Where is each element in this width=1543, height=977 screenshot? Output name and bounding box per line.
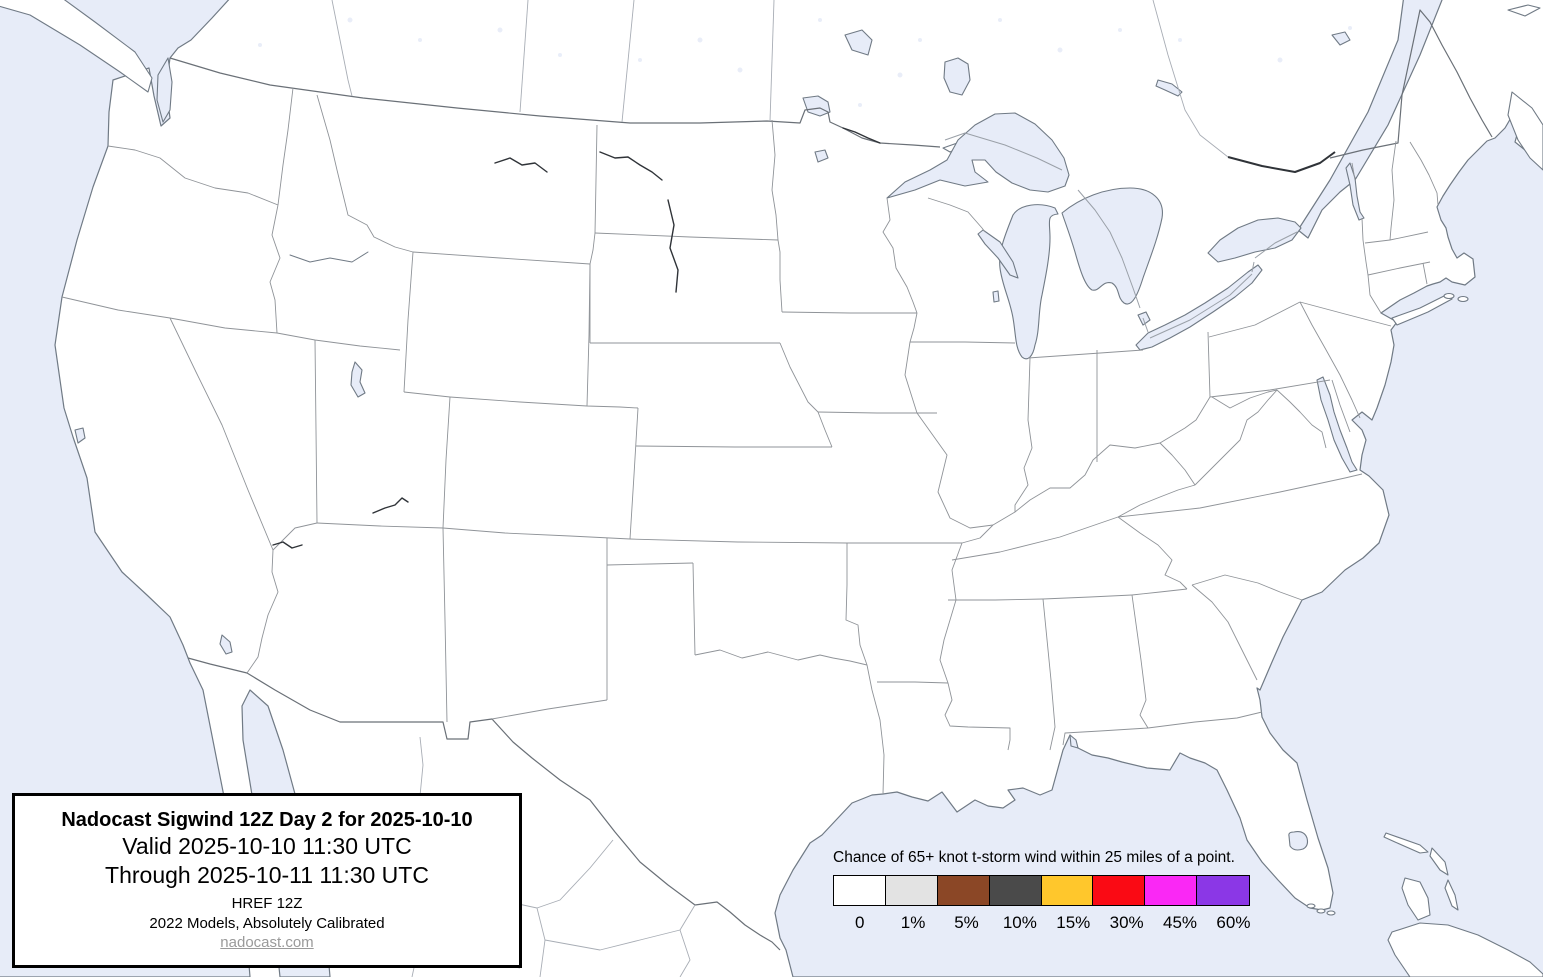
cuba xyxy=(1387,922,1543,977)
rivers xyxy=(272,127,881,549)
mobile-bay xyxy=(1069,734,1079,749)
legend-bin-label-45%: 45% xyxy=(1163,913,1198,932)
marthas-vineyard xyxy=(1443,292,1455,300)
small-lake-speckles xyxy=(258,17,1352,107)
long-island xyxy=(1391,293,1453,326)
anticosti-island xyxy=(1507,4,1541,17)
lake-superior xyxy=(886,112,1070,199)
state-borders xyxy=(61,87,1439,795)
ontario-quebec-border xyxy=(1152,0,1229,158)
lake-michigan xyxy=(999,204,1059,360)
legend-swatch-5% xyxy=(936,875,991,906)
rainy-river-chain xyxy=(842,127,881,144)
legend-label-row: 0 1% 5% 10% 15% 30% 45% 60% xyxy=(833,913,1260,933)
legend-bin-label-15%: 15% xyxy=(1056,913,1091,932)
forecast-title-box: Nadocast Sigwind 12Z Day 2 for 2025-10-1… xyxy=(12,793,522,968)
inland-lakes xyxy=(74,29,1365,851)
chesapeake-bay xyxy=(1316,376,1358,473)
forecast-calibration-line: 2022 Models, Absolutely Calibrated xyxy=(149,914,385,932)
legend-bin-label-60%: 60% xyxy=(1216,913,1251,932)
florida-keys xyxy=(1326,910,1336,916)
vancouver-island xyxy=(0,0,153,93)
us-mexico-border xyxy=(187,657,781,951)
lake-mead xyxy=(272,541,303,549)
legend-swatch-60% xyxy=(1196,875,1250,906)
saskatchewan-manitoba-border xyxy=(621,0,635,123)
green-bay xyxy=(977,229,1019,279)
lake-huron xyxy=(1061,187,1163,305)
lac-seul xyxy=(844,29,873,56)
legend-swatch-row xyxy=(833,875,1260,906)
legend-swatch-0 xyxy=(833,875,887,906)
andros-island xyxy=(1401,877,1431,921)
san-francisco-bay xyxy=(74,427,86,444)
legend-bin-label-1%: 1% xyxy=(900,913,926,932)
eleuthera-island xyxy=(1444,879,1459,911)
st-lawrence-ottawa-river xyxy=(1227,151,1336,173)
legend-title: Chance of 65+ knot t-storm wind within 2… xyxy=(833,849,1235,866)
great-salt-lake xyxy=(350,361,366,398)
legend-bin-label-10%: 10% xyxy=(1002,913,1037,932)
manitoba-ontario-border xyxy=(769,0,775,122)
lake-timiskaming xyxy=(1155,79,1183,97)
nantucket xyxy=(1457,295,1469,303)
lake-oahe xyxy=(667,199,679,293)
salton-sea xyxy=(219,634,233,655)
lake-champlain xyxy=(1345,162,1365,221)
lake-winnebago xyxy=(992,290,1000,303)
nova-scotia xyxy=(1507,91,1543,171)
legend-swatch-30% xyxy=(1092,875,1146,906)
lake-st-clair xyxy=(1137,311,1151,326)
snake-river xyxy=(289,251,369,263)
bc-alberta-border xyxy=(331,0,353,97)
grand-bahama xyxy=(1383,832,1429,854)
lake-powell xyxy=(372,497,409,514)
abaco-island xyxy=(1429,847,1449,876)
national-borders xyxy=(169,9,1493,951)
lake-nipigon xyxy=(943,57,971,96)
us-canada-border-east xyxy=(1329,9,1493,159)
lake-ontario xyxy=(1207,217,1302,263)
atlantic-gulf-ocean xyxy=(774,115,1543,977)
lake-of-the-woods xyxy=(802,95,831,117)
lake-okeechobee xyxy=(1288,831,1309,851)
florida-keys xyxy=(1306,903,1316,909)
probability-legend: Chance of 65+ knot t-storm wind within 2… xyxy=(833,849,1260,933)
lake-erie xyxy=(1135,264,1263,351)
fort-peck-lake xyxy=(494,157,548,173)
forecast-valid-line: Valid 2025-10-10 11:30 UTC xyxy=(122,833,412,860)
mille-lacs-lake xyxy=(814,149,829,163)
legend-swatch-45% xyxy=(1144,875,1198,906)
nadocast-website-link[interactable]: nadocast.com xyxy=(220,934,314,952)
us-canada-border-lakes xyxy=(944,132,1298,339)
forecast-title: Nadocast Sigwind 12Z Day 2 for 2025-10-1… xyxy=(61,808,473,831)
legend-swatch-15% xyxy=(1040,875,1094,906)
legend-swatch-10% xyxy=(988,875,1043,906)
us-canada-border xyxy=(169,57,941,148)
st-lawrence-estuary xyxy=(1297,0,1443,239)
puget-sound xyxy=(156,57,173,123)
forecast-model-line: HREF 12Z xyxy=(231,894,303,912)
forecast-through-line: Through 2025-10-11 11:30 UTC xyxy=(105,862,429,888)
legend-swatch-1% xyxy=(884,875,939,906)
lake-st-john xyxy=(1331,31,1351,46)
lake-sakakawea xyxy=(599,151,663,181)
florida-keys xyxy=(1316,908,1326,914)
alberta-saskatchewan-border xyxy=(519,0,529,113)
legend-bin-label-5%: 5% xyxy=(954,913,979,932)
legend-bin-label-0: 0 xyxy=(854,913,865,932)
legend-bin-label-30%: 30% xyxy=(1109,913,1144,932)
